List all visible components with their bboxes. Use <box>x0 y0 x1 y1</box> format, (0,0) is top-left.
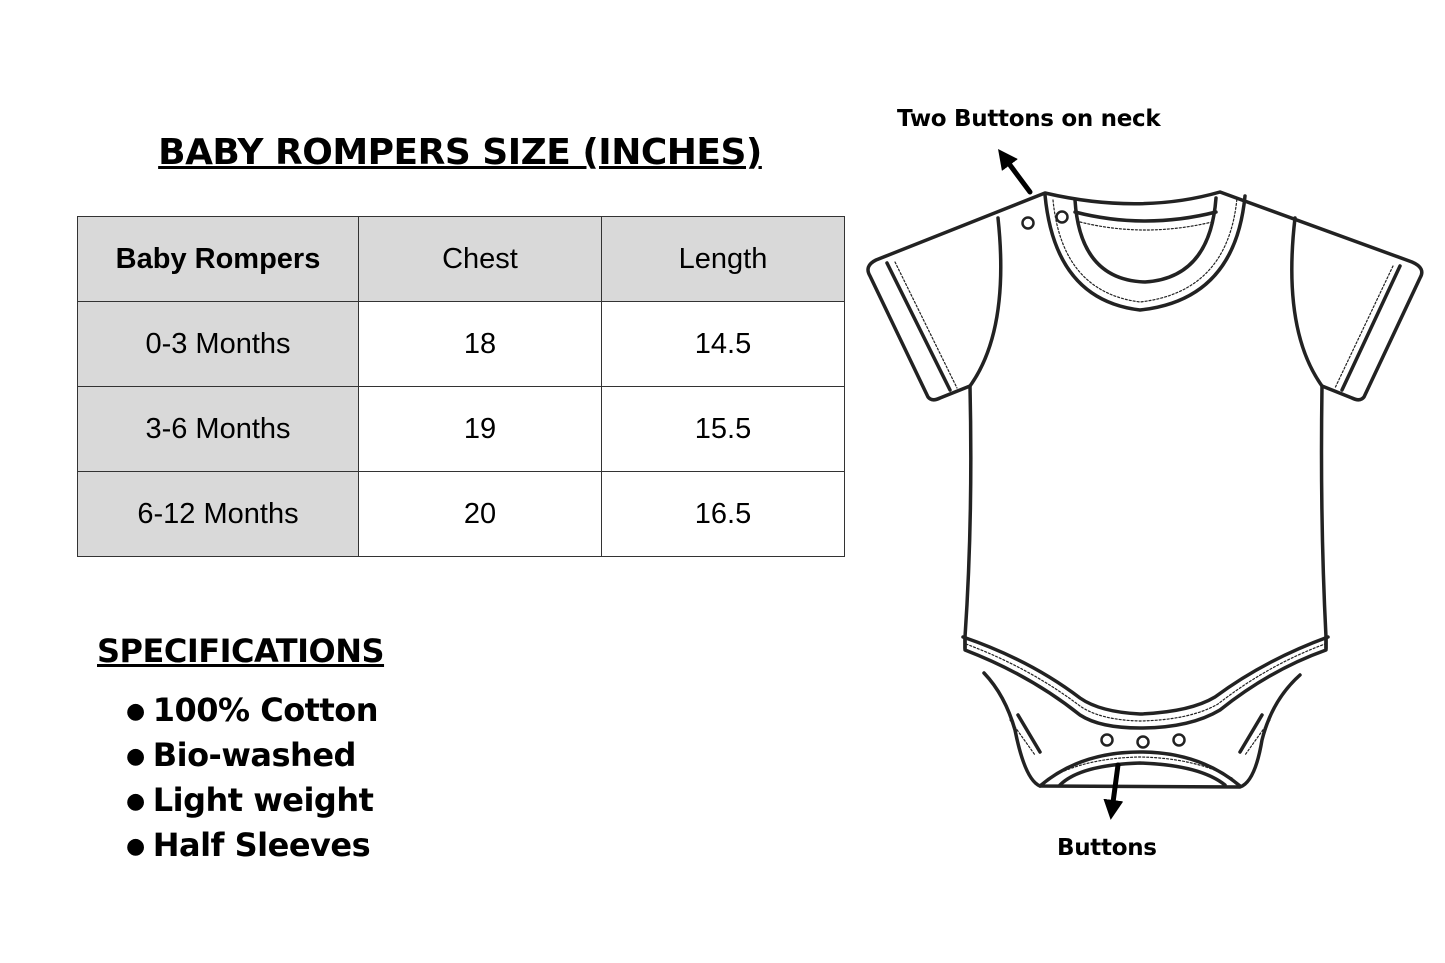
list-item: ● Half Sleeves <box>126 825 378 870</box>
table-row: 3-6 Months 19 15.5 <box>77 386 845 472</box>
header-cell: Baby Rompers <box>77 216 359 302</box>
specifications-heading: SPECIFICATIONS <box>97 632 385 670</box>
bottom-buttons-label: Buttons <box>1057 835 1157 861</box>
bullet-icon: ● <box>126 744 145 769</box>
length-cell: 16.5 <box>601 471 845 557</box>
arrow-up-icon <box>998 148 1033 195</box>
table-row: 6-12 Months 20 16.5 <box>77 471 845 557</box>
page-title: BABY ROMPERS SIZE (INCHES) <box>158 132 762 173</box>
list-item: ● 100% Cotton <box>126 690 379 735</box>
length-cell: 15.5 <box>601 386 845 472</box>
bullet-icon: ● <box>126 834 145 859</box>
neck-buttons-label: Two Buttons on neck <box>897 106 1161 132</box>
romper-outline <box>866 190 1424 789</box>
arrow-down-icon <box>1103 762 1124 820</box>
spec-text: Light weight <box>152 781 374 819</box>
header-cell: Chest <box>358 216 602 302</box>
chest-cell: 18 <box>358 301 602 387</box>
spec-text: Bio-washed <box>152 736 357 774</box>
snap-buttons <box>1021 210 1186 749</box>
table-header-row: Baby Rompers Chest Length <box>77 216 845 302</box>
stitching <box>894 197 1394 779</box>
length-cell: 14.5 <box>601 301 845 387</box>
list-item: ● Bio-washed <box>126 735 378 780</box>
header-cell: Length <box>601 216 845 302</box>
size-table: Baby Rompers Chest Length 0-3 Months 18 … <box>77 216 845 557</box>
size-cell: 3-6 Months <box>77 386 359 472</box>
size-cell: 6-12 Months <box>77 471 359 557</box>
bullet-icon: ● <box>126 699 145 724</box>
list-item: ● Light weight <box>126 780 378 825</box>
bullet-icon: ● <box>126 789 145 814</box>
specifications-list: ● 100% Cotton ● Bio-washed ● Light weight ●… <box>126 690 379 870</box>
spec-text: 100% Cotton <box>152 691 379 729</box>
spec-text: Half Sleeves <box>152 826 371 864</box>
